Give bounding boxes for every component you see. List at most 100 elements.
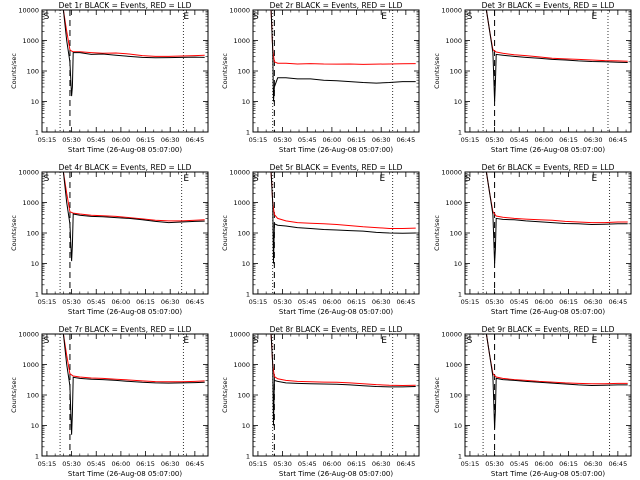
x-axis-label: Start Time (26-Aug-08 05:07:00): [491, 308, 605, 316]
x-axis-label: Start Time (26-Aug-08 05:07:00): [68, 146, 182, 154]
x-tick-label: 06:30: [372, 298, 391, 306]
x-tick-label: 05:15: [249, 298, 268, 306]
x-axis-label: Start Time (26-Aug-08 05:07:00): [491, 470, 605, 478]
y-tick-label: 1: [246, 291, 250, 299]
detector-plot-6: Det 6r BLACK = Events, RED = LLD 1 10 100 10…: [433, 163, 632, 316]
y-tick-label: 100: [450, 392, 462, 400]
x-tick-label: 06:15: [559, 298, 578, 306]
y-tick-label: 1000: [22, 199, 39, 207]
detector-plot-7: Det 7r BLACK = Events, RED = LLD 1 10 100 10…: [10, 325, 209, 478]
plot-frame: [252, 9, 420, 133]
x-tick-label: 05:45: [87, 460, 106, 468]
x-tick-label: 06:00: [112, 460, 131, 468]
x-tick-label: 05:45: [87, 136, 106, 144]
series-line-events: [466, 10, 628, 102]
y-tick-label: 10: [242, 98, 250, 106]
y-tick-label: 100: [450, 230, 462, 238]
marker-label-E: E: [381, 12, 387, 22]
marker-label-S: S: [253, 174, 259, 184]
series-line-lld: [253, 334, 416, 387]
y-tick-label: 100: [238, 392, 250, 400]
x-tick-label: 06:30: [584, 298, 603, 306]
y-tick-label: 10000: [441, 7, 462, 15]
x-tick-label: 06:30: [372, 460, 391, 468]
y-tick-label: 1: [246, 453, 250, 461]
plot-title: Det 8r BLACK = Events, RED = LLD: [270, 325, 403, 334]
x-tick-label: 05:15: [461, 460, 480, 468]
y-axis-label: Counts/sec: [10, 53, 18, 89]
series-line-lld: [466, 10, 628, 62]
y-tick-label: 1000: [233, 37, 250, 45]
marker-label-E: E: [592, 174, 598, 184]
x-tick-label: 06:00: [323, 460, 342, 468]
y-tick-label: 10: [242, 260, 250, 268]
x-tick-label: 06:15: [559, 460, 578, 468]
plot-title: Det 1r BLACK = Events, RED = LLD: [59, 1, 192, 10]
y-axis-label: Counts/sec: [10, 215, 18, 251]
x-tick-label: 05:30: [62, 136, 81, 144]
x-tick-label: 06:00: [535, 460, 554, 468]
x-tick-label: 06:00: [112, 298, 131, 306]
marker-label-S: S: [467, 12, 473, 22]
series-line-lld: [43, 10, 205, 57]
x-tick-label: 05:15: [249, 460, 268, 468]
detector-plot-3: Det 3r BLACK = Events, RED = LLD 1 10 100 10…: [433, 1, 632, 154]
series-line-events: [253, 172, 416, 264]
y-tick-label: 1: [35, 453, 39, 461]
x-tick-label: 05:45: [298, 298, 317, 306]
y-tick-label: 100: [238, 68, 250, 76]
marker-label-S: S: [465, 174, 471, 184]
y-tick-label: 100: [27, 68, 39, 76]
marker-label-E: E: [183, 174, 189, 184]
x-tick-label: 05:30: [485, 298, 504, 306]
y-axis-label: Counts/sec: [221, 53, 229, 89]
x-tick-label: 05:45: [510, 136, 529, 144]
x-tick-label: 06:15: [347, 136, 366, 144]
x-tick-label: 06:45: [608, 460, 627, 468]
x-tick-label: 05:15: [38, 460, 57, 468]
x-tick-label: 06:30: [372, 136, 391, 144]
series-line-events: [43, 10, 205, 97]
marker-label-S: S: [253, 12, 259, 22]
x-tick-label: 06:45: [185, 298, 204, 306]
series-line-events: [253, 334, 416, 426]
marker-label-E: E: [592, 336, 598, 346]
y-tick-label: 10000: [229, 7, 250, 15]
y-tick-label: 10: [242, 422, 250, 430]
series-line-events: [465, 172, 628, 264]
plot-frame: [41, 171, 209, 295]
y-tick-label: 10: [31, 422, 39, 430]
series-line-events: [43, 172, 205, 262]
series-line-lld: [253, 10, 416, 65]
x-tick-label: 06:30: [161, 298, 180, 306]
series-line-events: [43, 334, 205, 435]
plot-title: Det 9r BLACK = Events, RED = LLD: [482, 325, 615, 334]
y-tick-label: 10000: [441, 169, 462, 177]
y-tick-label: 1000: [233, 199, 250, 207]
x-tick-label: 06:30: [161, 460, 180, 468]
y-tick-label: 10000: [18, 7, 39, 15]
x-tick-label: 05:45: [298, 136, 317, 144]
x-tick-label: 06:15: [136, 136, 155, 144]
y-tick-label: 1: [35, 291, 39, 299]
y-tick-label: 1: [458, 129, 462, 137]
y-tick-label: 1000: [445, 37, 462, 45]
x-tick-label: 05:30: [485, 136, 504, 144]
x-tick-label: 06:15: [136, 298, 155, 306]
marker-label-S: S: [44, 174, 50, 184]
y-tick-label: 100: [238, 230, 250, 238]
x-tick-label: 06:45: [185, 136, 204, 144]
x-tick-label: 05:30: [273, 136, 292, 144]
marker-label-E: E: [380, 174, 386, 184]
x-tick-label: 06:00: [323, 298, 342, 306]
plot-title: Det 3r BLACK = Events, RED = LLD: [482, 1, 615, 10]
y-tick-label: 10000: [229, 169, 250, 177]
marker-label-S: S: [44, 12, 50, 22]
plot-title: Det 7r BLACK = Events, RED = LLD: [59, 325, 192, 334]
x-tick-label: 06:00: [112, 136, 131, 144]
y-tick-label: 1000: [22, 361, 39, 369]
x-tick-label: 05:30: [273, 298, 292, 306]
plot-title: Det 4r BLACK = Events, RED = LLD: [59, 163, 192, 172]
y-axis-label: Counts/sec: [433, 53, 441, 89]
marker-label-S: S: [467, 336, 473, 346]
